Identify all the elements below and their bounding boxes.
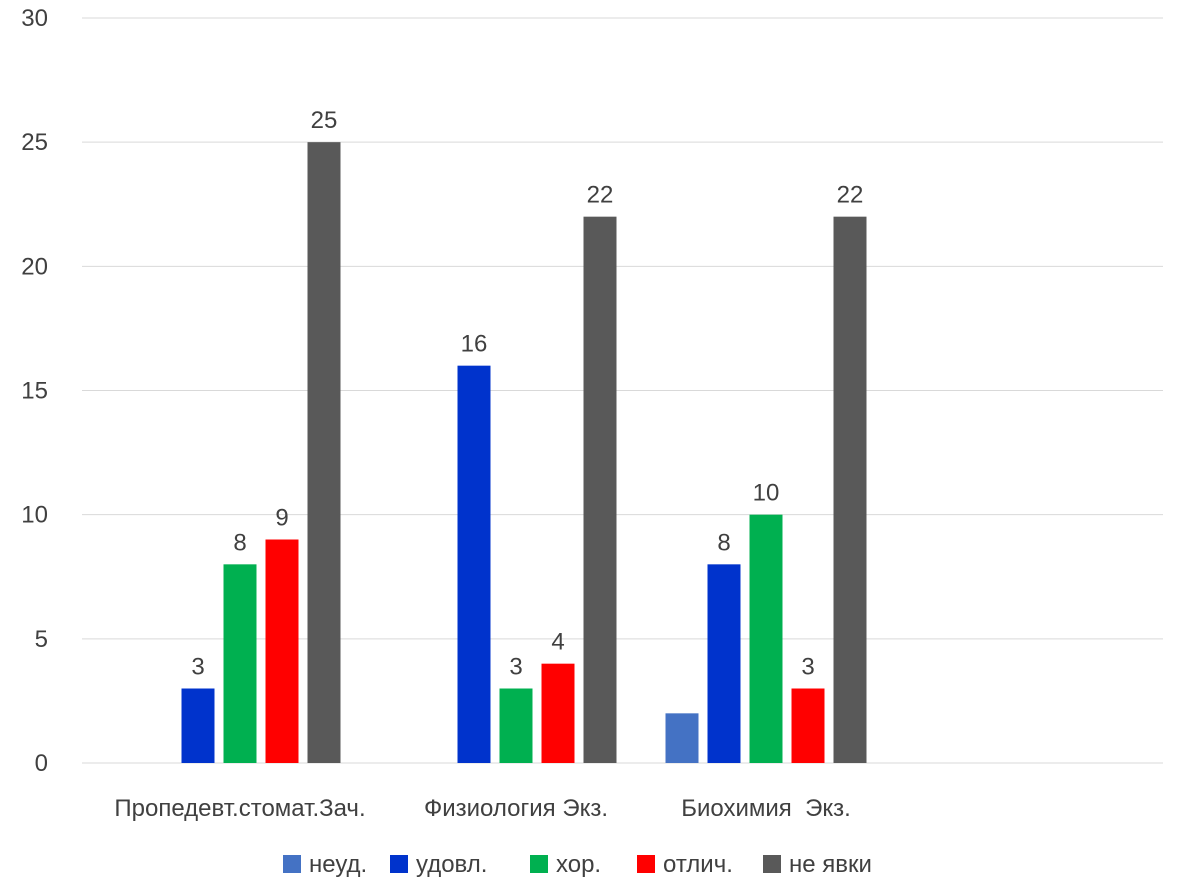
bar bbox=[181, 688, 215, 763]
y-tick-label: 10 bbox=[21, 502, 48, 529]
data-label: 3 bbox=[191, 654, 204, 681]
bar bbox=[307, 142, 341, 763]
data-label: 16 bbox=[461, 331, 488, 358]
data-label: 10 bbox=[753, 480, 780, 507]
y-tick-label: 30 bbox=[21, 5, 48, 32]
bar bbox=[265, 539, 299, 763]
bar bbox=[665, 713, 699, 763]
y-tick-label: 15 bbox=[21, 378, 48, 405]
bar bbox=[707, 564, 741, 763]
data-label: 8 bbox=[717, 529, 730, 556]
y-axis-tick-labels: 0 5 10 15 20 25 30 bbox=[21, 5, 48, 777]
category-label: Биохимия Экз. bbox=[681, 795, 851, 822]
data-labels: 3 8 9 25 16 3 4 22 8 10 3 22 bbox=[191, 107, 863, 680]
legend-label: неуд. bbox=[309, 851, 367, 878]
y-tick-label: 25 bbox=[21, 129, 48, 156]
bar bbox=[457, 365, 491, 763]
data-label: 3 bbox=[801, 654, 814, 681]
x-axis-category-labels: Пропедевт.стомат.Зач. Физиология Экз. Биох… bbox=[114, 795, 850, 822]
gridlines bbox=[82, 17, 1163, 764]
category-label: Физиология Экз. bbox=[424, 795, 608, 822]
data-label: 22 bbox=[837, 182, 864, 209]
bars bbox=[181, 142, 867, 763]
legend-label: хор. bbox=[556, 851, 601, 878]
legend-label: отлич. bbox=[663, 851, 733, 878]
legend-swatch bbox=[530, 855, 548, 873]
legend-label: не явки bbox=[789, 851, 872, 878]
bar bbox=[583, 216, 617, 763]
data-label: 9 bbox=[275, 505, 288, 532]
bar bbox=[791, 688, 825, 763]
legend-swatch bbox=[637, 855, 655, 873]
legend: неуд. удовл. хор. отлич. не явки bbox=[283, 851, 872, 878]
legend-swatch bbox=[283, 855, 301, 873]
data-label: 22 bbox=[587, 182, 614, 209]
y-tick-label: 20 bbox=[21, 253, 48, 280]
legend-swatch bbox=[390, 855, 408, 873]
bar bbox=[223, 564, 257, 763]
y-tick-label: 0 bbox=[35, 750, 48, 777]
data-label: 8 bbox=[233, 529, 246, 556]
legend-swatch bbox=[763, 855, 781, 873]
bar bbox=[833, 216, 867, 763]
data-label: 4 bbox=[551, 629, 564, 656]
legend-label: удовл. bbox=[416, 851, 487, 878]
y-tick-label: 5 bbox=[35, 626, 48, 653]
category-label: Пропедевт.стомат.Зач. bbox=[114, 795, 365, 822]
bar bbox=[749, 514, 783, 763]
data-label: 3 bbox=[509, 654, 522, 681]
bar bbox=[541, 663, 575, 763]
data-label: 25 bbox=[311, 107, 338, 134]
bar bbox=[499, 688, 533, 763]
